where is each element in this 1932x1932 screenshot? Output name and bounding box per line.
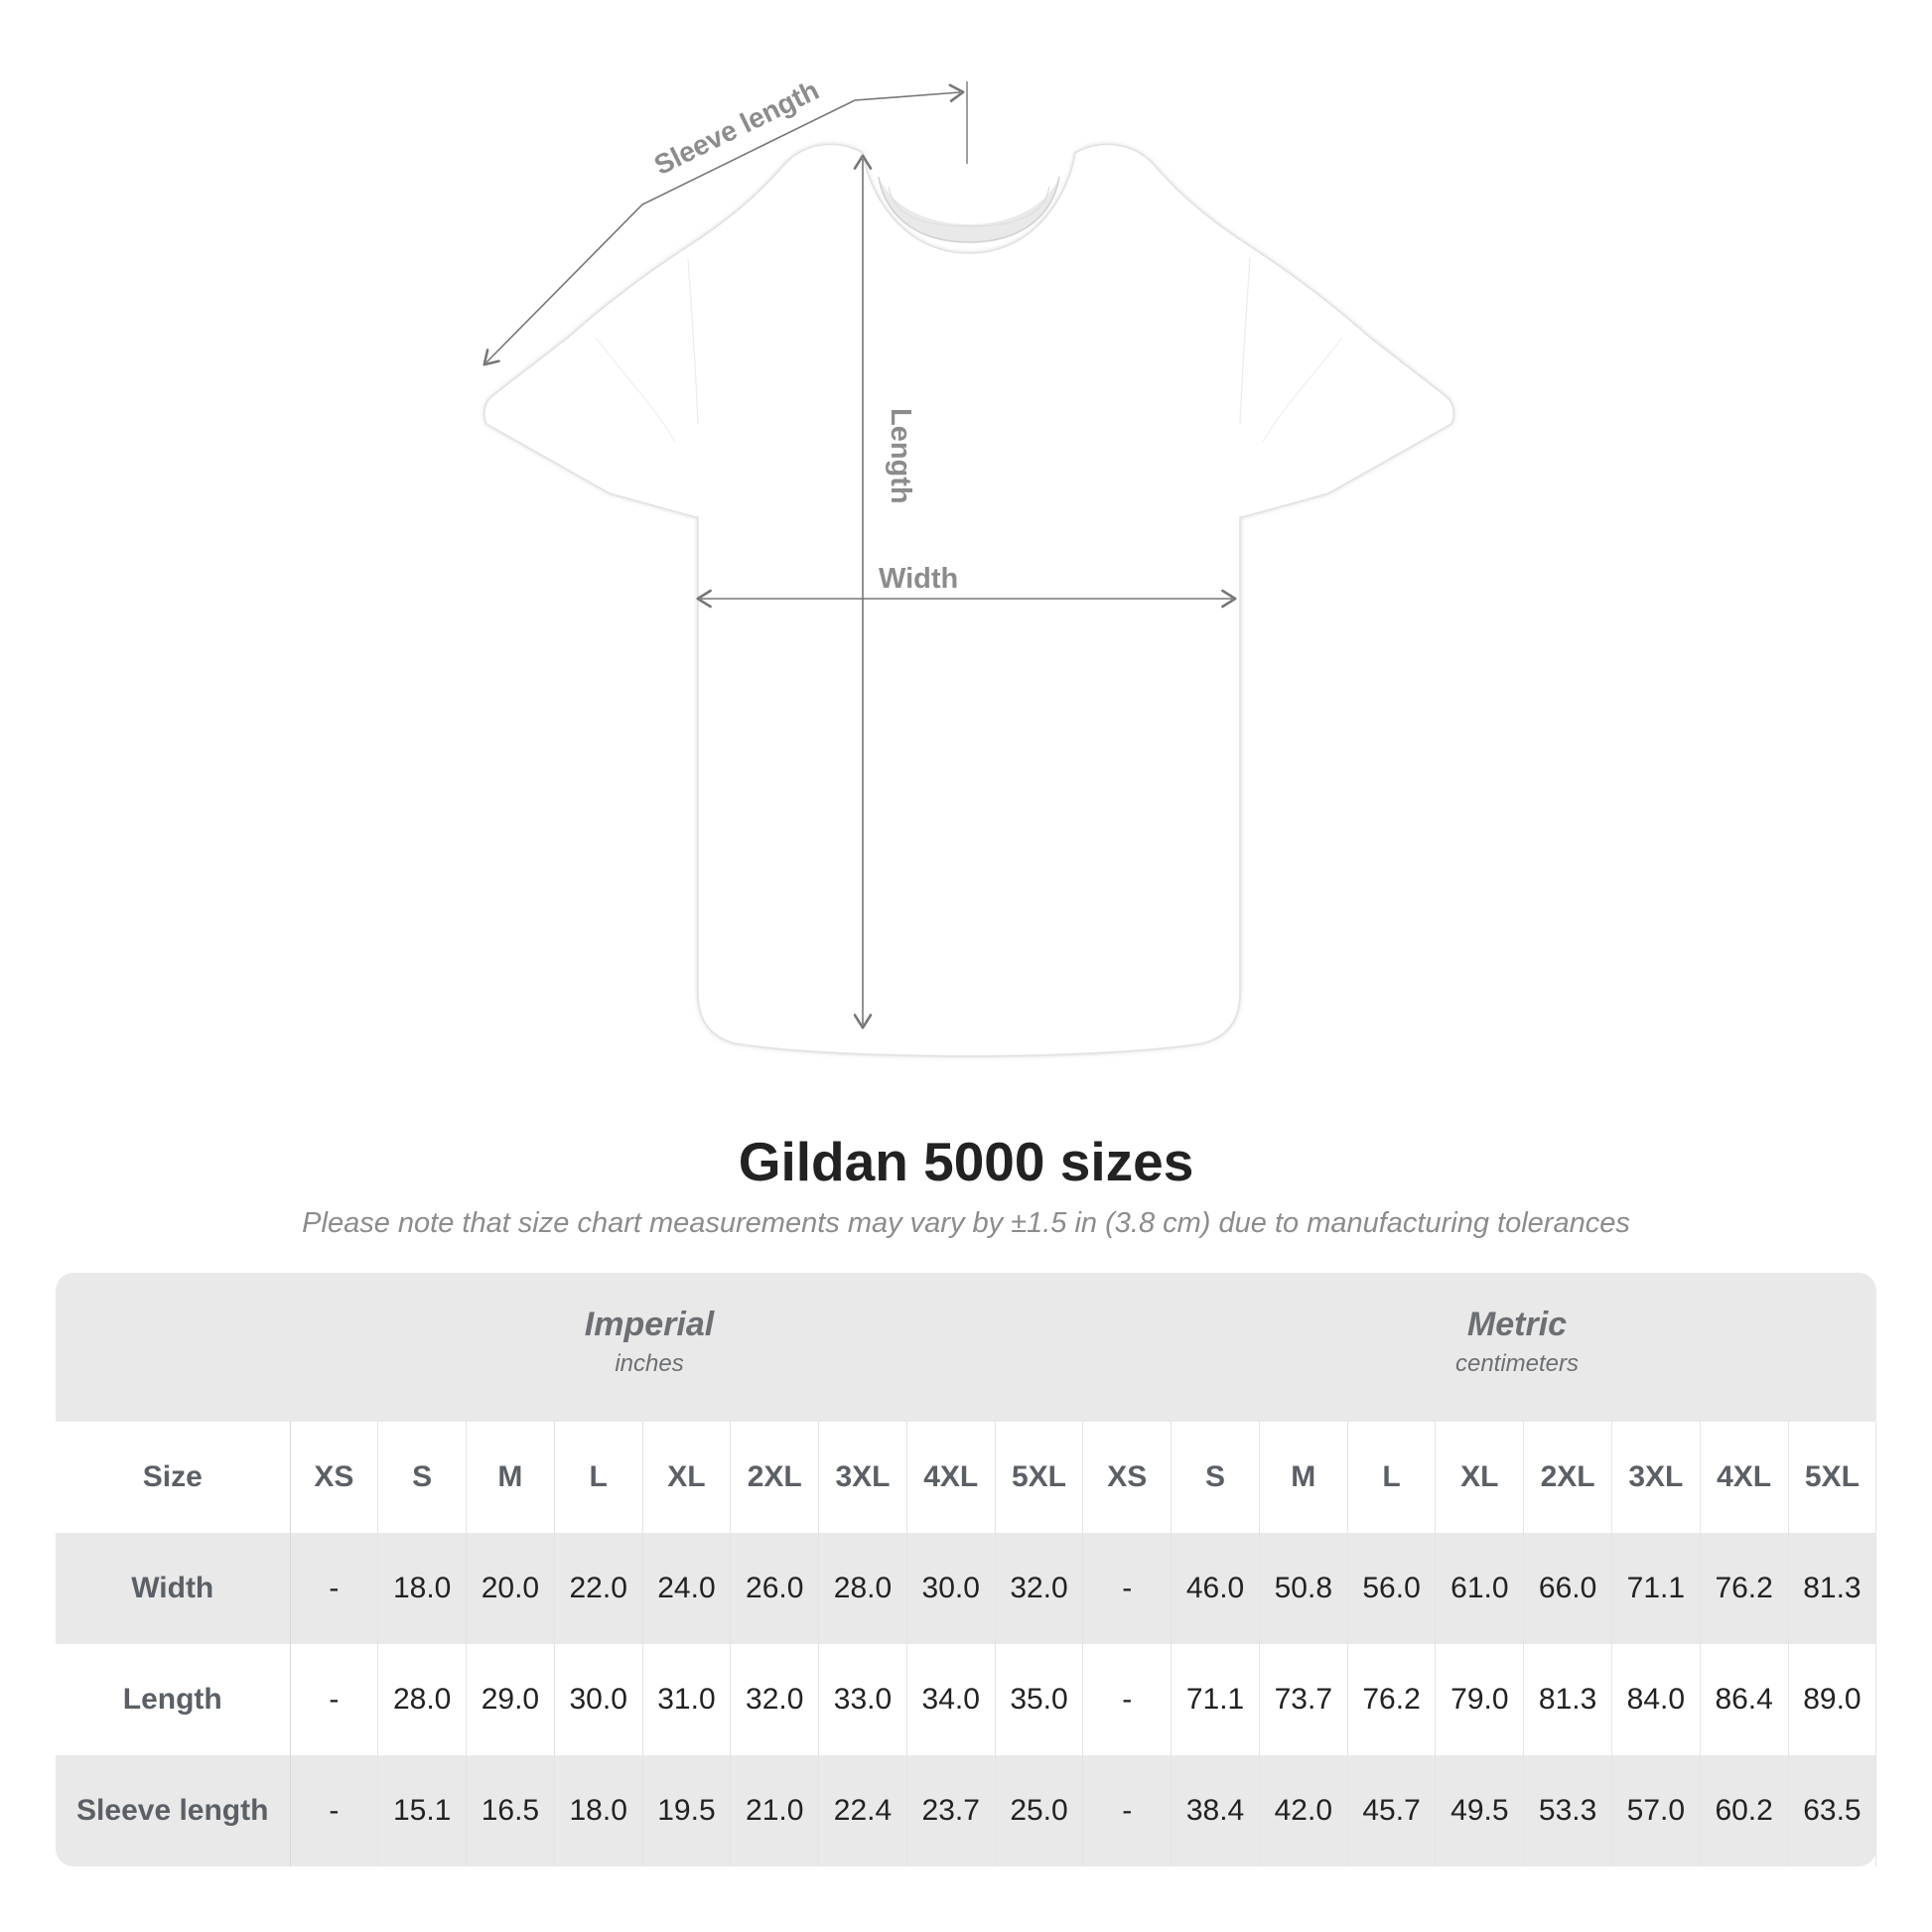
svg-text:Width: Width — [879, 563, 958, 595]
svg-text:Length: Length — [885, 408, 916, 504]
